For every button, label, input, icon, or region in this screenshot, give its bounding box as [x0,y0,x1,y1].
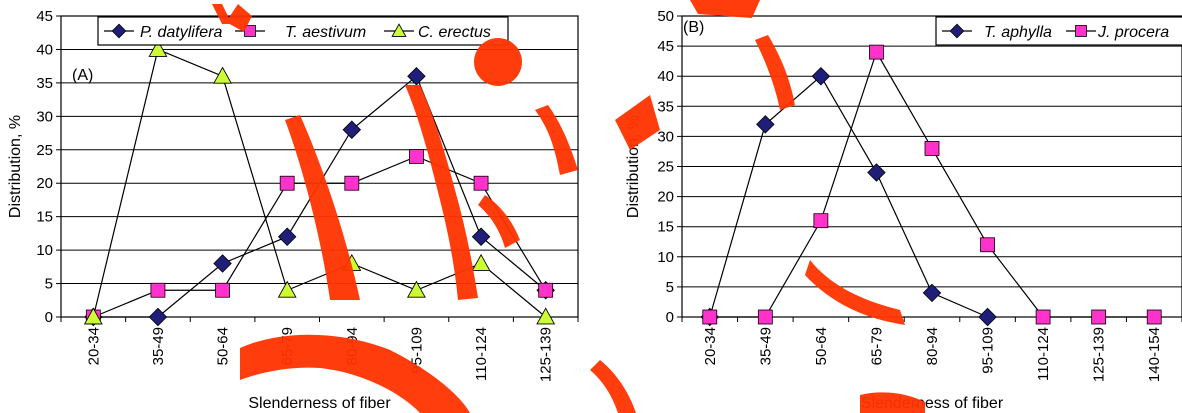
legend-marker-square [1075,25,1087,37]
y-tick-label: 40 [657,68,674,85]
data-point-diamond [148,307,168,327]
legend-marker-diamond [949,23,965,39]
y-axis-title: Distribution, % [7,115,24,218]
x-tick-label: 95-109 [980,327,997,374]
data-point-square [538,282,554,298]
y-tick-label: 35 [657,98,674,115]
y-axis-title: Distribution, % [625,115,642,218]
y-tick-label: 15 [657,219,674,236]
y-tick-label: 35 [36,75,53,92]
y-tick-label: 45 [36,8,53,25]
legend-label: T. aestivum [285,24,366,41]
y-tick-label: 45 [657,38,674,55]
y-tick-label: 25 [657,159,674,176]
y-tick-label: 0 [45,309,53,326]
data-point-square [215,282,230,298]
data-point-triangle [342,253,362,271]
y-tick-label: 30 [36,108,53,125]
chart-panel-0: 0 5 10 15 20 25 30 35 40 45 20-34 35-49 50-64 65-79 80… [7,8,579,412]
chart-panel-1: 0 5 10 15 20 25 30 35 40 45 50 20-34 35-49 50-64 65-79… [625,8,1182,412]
data-point-diamond [213,254,232,273]
data-point-triangle [536,307,556,325]
data-point-square [702,309,718,325]
series-line [93,75,547,318]
data-point-diamond [922,283,942,303]
data-point-square [757,309,773,325]
legend-label: J. procera [1097,24,1169,41]
y-tick-label: 25 [36,142,53,159]
y-tick-label: 0 [666,309,674,326]
panel-label: (A) [72,67,93,84]
x-tick-label: 50-64 [813,327,830,365]
data-point-square [813,213,829,229]
data-point-diamond [811,66,831,86]
legend-marker-diamond [111,23,127,39]
legend-marker-square [244,25,256,37]
data-point-square [344,175,360,191]
x-tick-label: 110-124 [1035,327,1052,381]
legend-label: P. datylifera [140,24,223,41]
x-tick-label: 50-64 [215,327,232,365]
legend-label: C. erectus [418,24,491,41]
x-tick-label: 65-79 [868,327,885,365]
x-tick-label: 65-79 [279,327,296,365]
y-tick-label: 20 [36,175,53,192]
x-tick-label: 35-49 [150,327,167,365]
x-tick-label: 20-34 [85,327,102,365]
series-line [709,50,1155,318]
data-point-triangle [83,307,103,325]
data-point-square [1146,309,1162,325]
panel-label: (B) [683,19,704,36]
x-tick-label: 140-154 [1146,327,1163,382]
y-tick-label: 40 [36,41,53,58]
data-point-diamond [277,227,297,246]
y-tick-label: 50 [657,8,674,25]
legend-marker-triangle [391,23,407,37]
x-tick-label: 20-34 [702,327,719,365]
x-tick-label: 110-124 [473,327,490,381]
data-point-square [150,282,166,298]
x-tick-label: 80-94 [924,327,941,365]
data-point-diamond [471,227,491,246]
y-tick-label: 5 [45,276,53,293]
data-point-diamond [342,120,362,139]
x-tick-label: 125-139 [538,327,555,382]
x-axis-title: Slenderness of fiber [861,395,1004,412]
data-point-square [279,175,295,191]
y-tick-label: 10 [36,242,53,259]
data-point-square [869,44,884,60]
y-tick-label: 10 [657,249,674,266]
data-point-square [409,149,424,164]
data-point-square [1091,309,1107,325]
data-point-square [473,175,489,191]
x-tick-label: 80-94 [344,327,361,365]
data-point-triangle [148,39,168,57]
data-point-square [1035,309,1051,325]
data-point-diamond [407,66,426,86]
plot-area-border [60,15,579,318]
data-point-triangle [471,253,491,271]
y-tick-label: 15 [36,209,53,226]
x-tick-label: 35-49 [757,327,774,365]
y-tick-label: 5 [666,279,674,296]
data-point-diamond [756,115,775,134]
legend-box [97,16,509,46]
x-tick-label: 125-139 [1091,327,1108,382]
y-tick-label: 20 [657,189,674,206]
data-point-diamond [867,163,886,182]
x-tick-label: 95-109 [408,327,425,374]
data-point-square [980,237,995,253]
data-point-square [924,141,940,156]
series-line [709,75,988,318]
data-point-triangle [213,66,233,84]
y-tick-label: 30 [657,128,674,145]
legend-box [935,16,1182,46]
data-point-diamond [978,307,997,327]
x-axis-title: Slenderness of fiber [248,395,391,412]
legend-label: T. aphylla [984,24,1052,41]
